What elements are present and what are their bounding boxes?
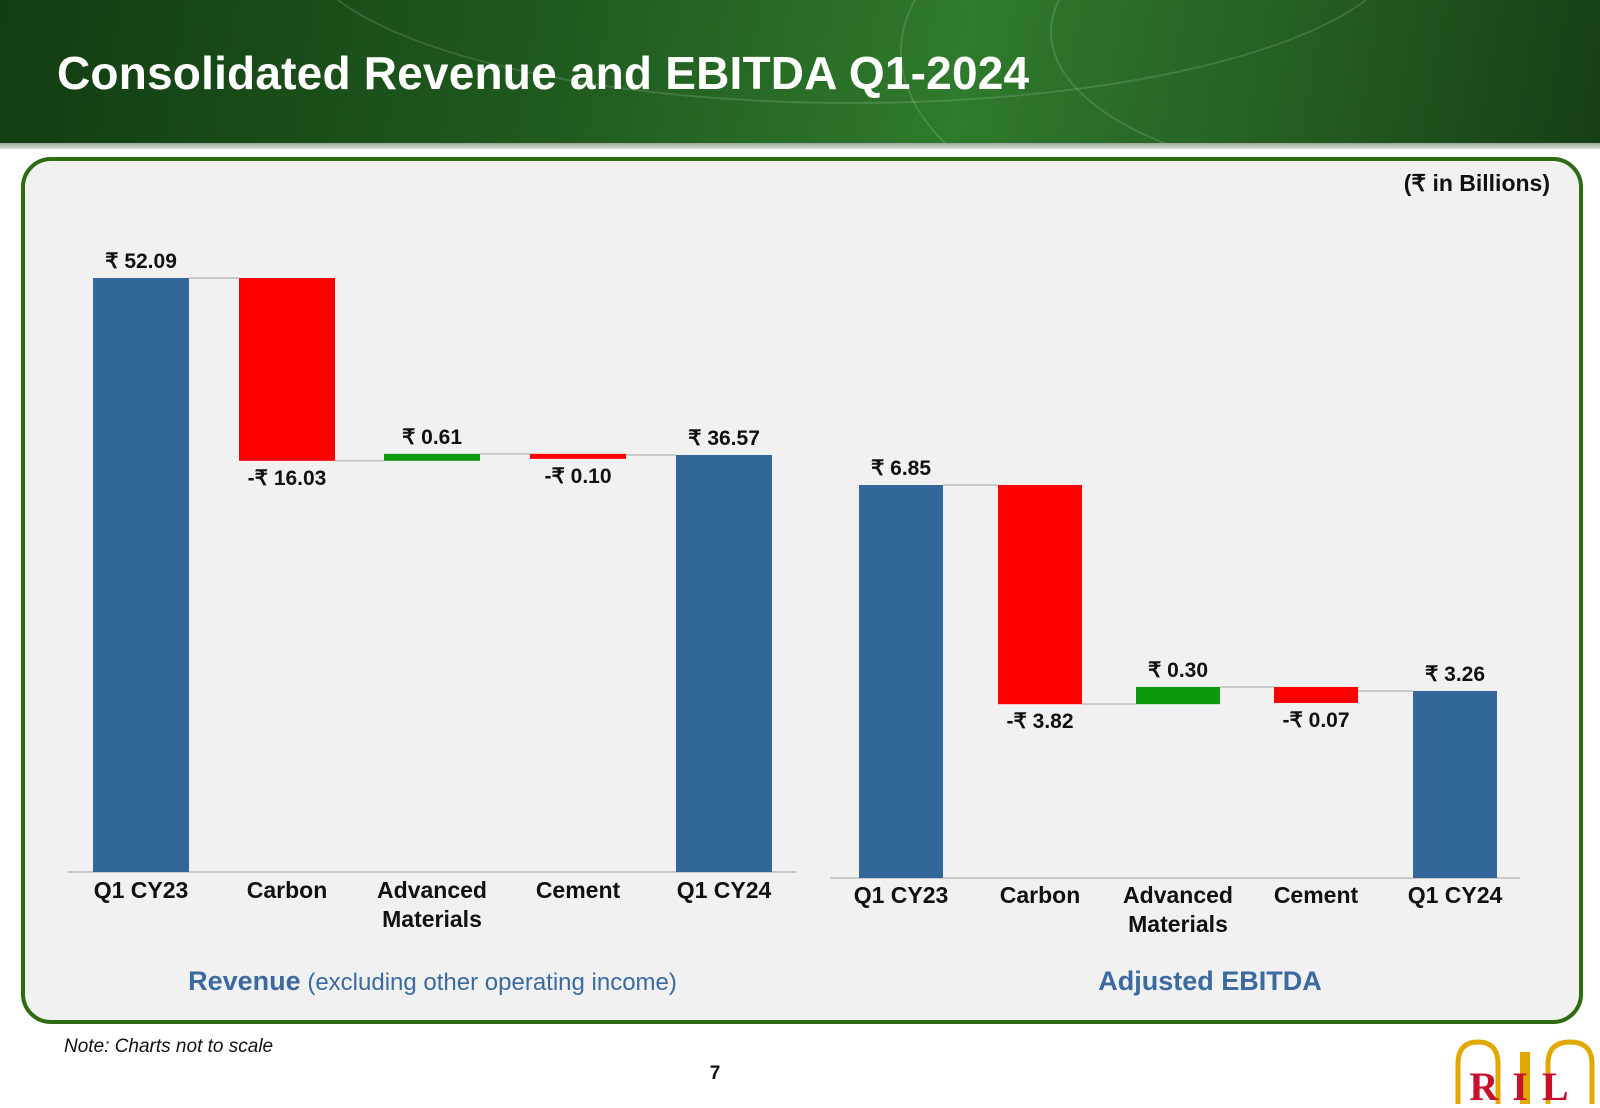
page-number: 7 <box>709 1063 721 1084</box>
rev-bar <box>384 453 480 461</box>
revenue-chart-caption: Revenue (excluding other operating incom… <box>140 966 725 997</box>
ebitda-category-label: Carbon <box>1000 882 1081 908</box>
units-label: (₹ in Billions) <box>1403 170 1550 196</box>
charts-panel <box>21 157 1583 1024</box>
rev-category-label: Carbon <box>247 877 328 903</box>
rev-category-label: Q1 CY24 <box>677 877 772 903</box>
ebitda-data-label: ₹ 0.30 <box>1148 659 1208 682</box>
logo-pillar <box>1520 1052 1530 1104</box>
ebitda-bar <box>1136 686 1220 705</box>
ril-logo: RIL <box>1455 1039 1595 1108</box>
ebitda-bar <box>859 485 943 878</box>
ebitda-category-label: Q1 CY24 <box>1408 882 1503 908</box>
ebitda-data-label: -₹ 3.82 <box>1006 710 1073 733</box>
header-banner: Consolidated Revenue and EBITDA Q1-2024 <box>0 0 1600 143</box>
logo-arch-right <box>1545 1039 1595 1104</box>
ebitda-category-label: Cement <box>1274 882 1359 908</box>
rev-category-label: Q1 CY23 <box>94 877 189 903</box>
rev-bar <box>676 454 772 872</box>
rev-category-label: Advanced <box>377 877 487 903</box>
ebitda-bar <box>1413 690 1497 878</box>
ebitda-data-label: ₹ 3.26 <box>1425 663 1485 686</box>
ebitda-chart-caption: Adjusted EBITDA <box>910 966 1510 997</box>
rev-data-label: -₹ 0.10 <box>544 465 611 488</box>
ebitda-data-label: -₹ 0.07 <box>1282 709 1349 732</box>
rev-data-label: ₹ 52.09 <box>105 250 177 273</box>
ebitda-bar <box>1274 686 1358 703</box>
rev-bar <box>93 278 189 872</box>
rev-data-label: -₹ 16.03 <box>248 467 327 490</box>
logo-wordmark: RIL <box>1469 1064 1582 1108</box>
footnote: Note: Charts not to scale <box>64 1036 274 1057</box>
revenue-caption-sub: (excluding other operating income) <box>307 969 677 996</box>
rev-bar <box>239 278 335 461</box>
revenue-caption-main: Revenue <box>188 966 301 996</box>
ebitda-bar <box>998 485 1082 705</box>
ebitda-category-label: Materials <box>1128 911 1228 937</box>
rev-bar <box>530 453 626 459</box>
logo-arch-left <box>1455 1039 1501 1104</box>
rev-data-label: ₹ 0.61 <box>402 426 462 449</box>
ebitda-data-label: ₹ 6.85 <box>871 457 931 480</box>
header-divider <box>0 143 1600 149</box>
rev-category-label: Materials <box>382 906 482 932</box>
rev-data-label: ₹ 36.57 <box>688 427 760 450</box>
ebitda-caption-main: Adjusted EBITDA <box>1098 966 1322 996</box>
ebitda-category-label: Q1 CY23 <box>854 882 949 908</box>
rev-category-label: Cement <box>536 877 621 903</box>
ebitda-category-label: Advanced <box>1123 882 1233 908</box>
page-title: Consolidated Revenue and EBITDA Q1-2024 <box>57 47 1030 99</box>
